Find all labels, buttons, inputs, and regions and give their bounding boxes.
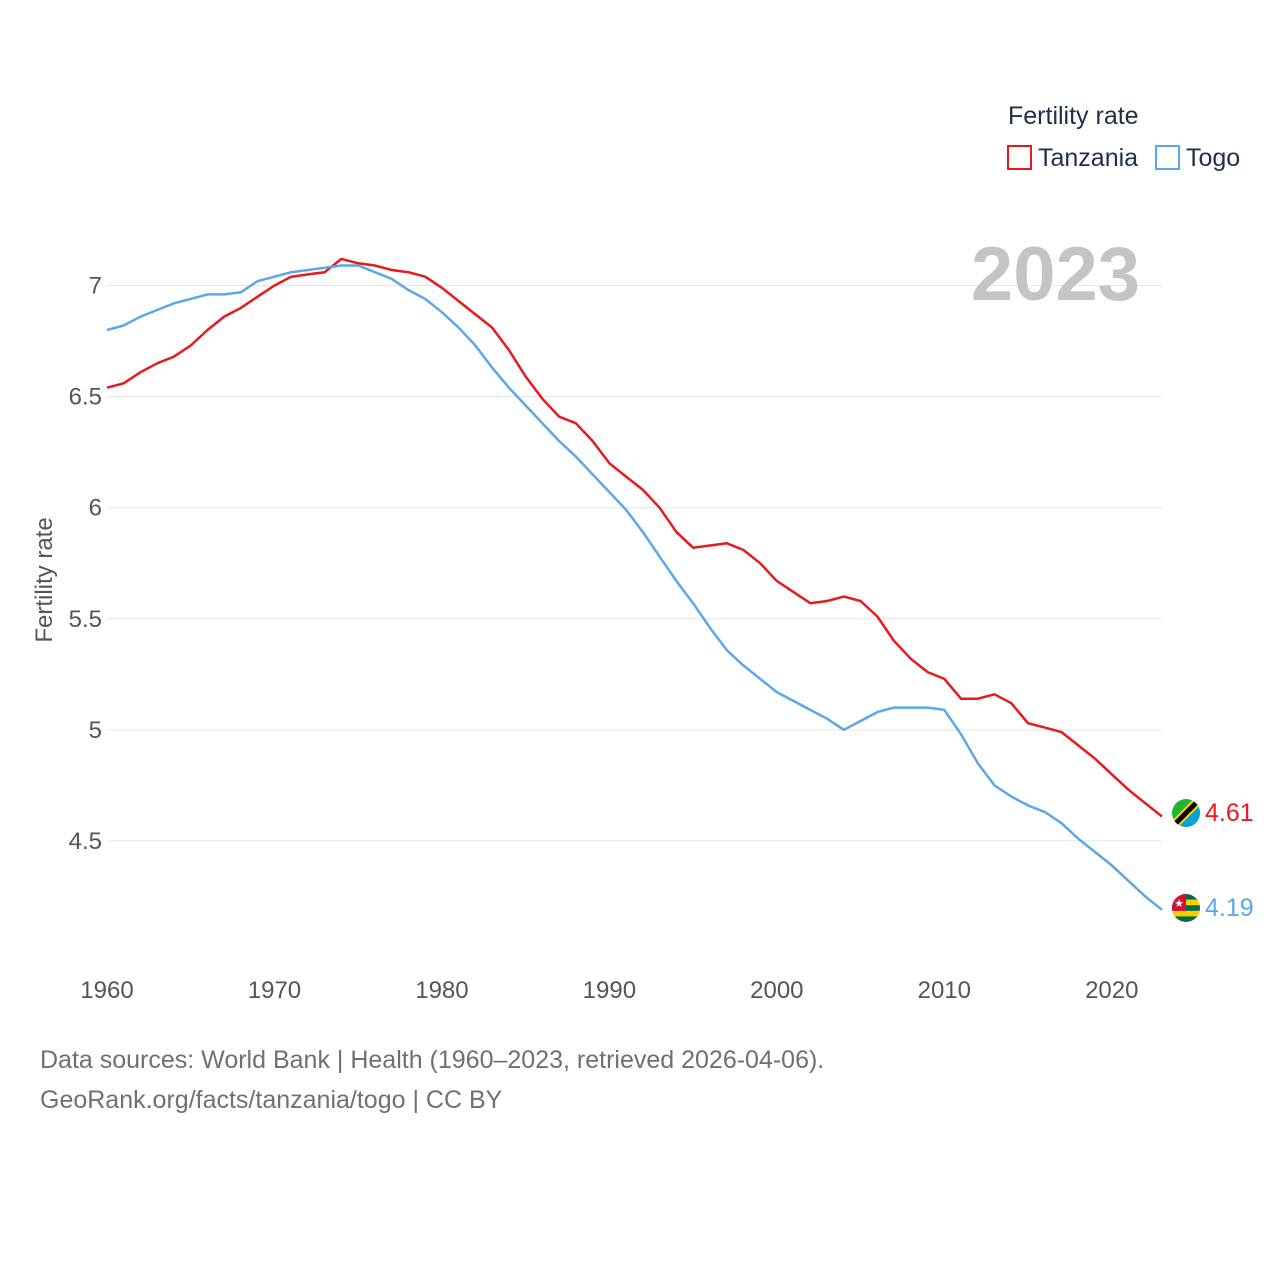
legend-label-tanzania[interactable]: Tanzania [1038, 144, 1138, 172]
end-label-togo: 4.19 [1205, 894, 1254, 922]
y-tick-label: 5 [89, 717, 102, 744]
legend-label-togo[interactable]: Togo [1186, 144, 1240, 172]
data-source-note: Data sources: World Bank | Health (1960–… [40, 1040, 824, 1120]
x-tick-label: 2000 [750, 977, 803, 1004]
x-tick-label: 1960 [80, 977, 133, 1004]
y-axis-ticks: 4.5 5 5.5 6 6.5 7 [69, 273, 102, 855]
y-tick-label: 7 [89, 273, 102, 300]
x-tick-label: 2020 [1085, 977, 1138, 1004]
x-tick-label: 1980 [415, 977, 468, 1004]
svg-text:★: ★ [1174, 897, 1184, 910]
y-tick-label: 5.5 [69, 606, 102, 633]
y-tick-label: 6.5 [69, 384, 102, 411]
series-line-tanzania[interactable] [106, 257, 1163, 818]
y-tick-label: 6 [89, 495, 102, 522]
series-lines [106, 257, 1163, 911]
y-tick-label: 4.5 [69, 828, 102, 855]
legend-swatch-togo[interactable] [1155, 145, 1180, 170]
series-line-togo[interactable] [106, 264, 1163, 911]
legend-swatch-tanzania[interactable] [1007, 145, 1032, 170]
end-label-tanzania: 4.61 [1205, 799, 1254, 827]
x-axis-ticks: 1960 1970 1980 1990 2000 2010 2020 [80, 977, 1138, 1004]
legend-title: Fertility rate [1008, 102, 1139, 130]
gridlines [107, 285, 1162, 842]
x-tick-label: 2010 [918, 977, 971, 1004]
legend: Fertility rate Tanzania Togo [1007, 102, 1240, 172]
tanzania-flag-icon [1172, 799, 1200, 827]
togo-flag-icon: ★ [1172, 894, 1200, 922]
year-label: 2023 [971, 232, 1140, 317]
x-tick-label: 1990 [583, 977, 636, 1004]
x-tick-label: 1970 [248, 977, 301, 1004]
source-line: Data sources: World Bank | Health (1960–… [40, 1046, 825, 1074]
source-link[interactable]: GeoRank.org/facts/tanzania/togo | CC BY [40, 1086, 503, 1114]
y-axis-label: Fertility rate [31, 517, 58, 642]
